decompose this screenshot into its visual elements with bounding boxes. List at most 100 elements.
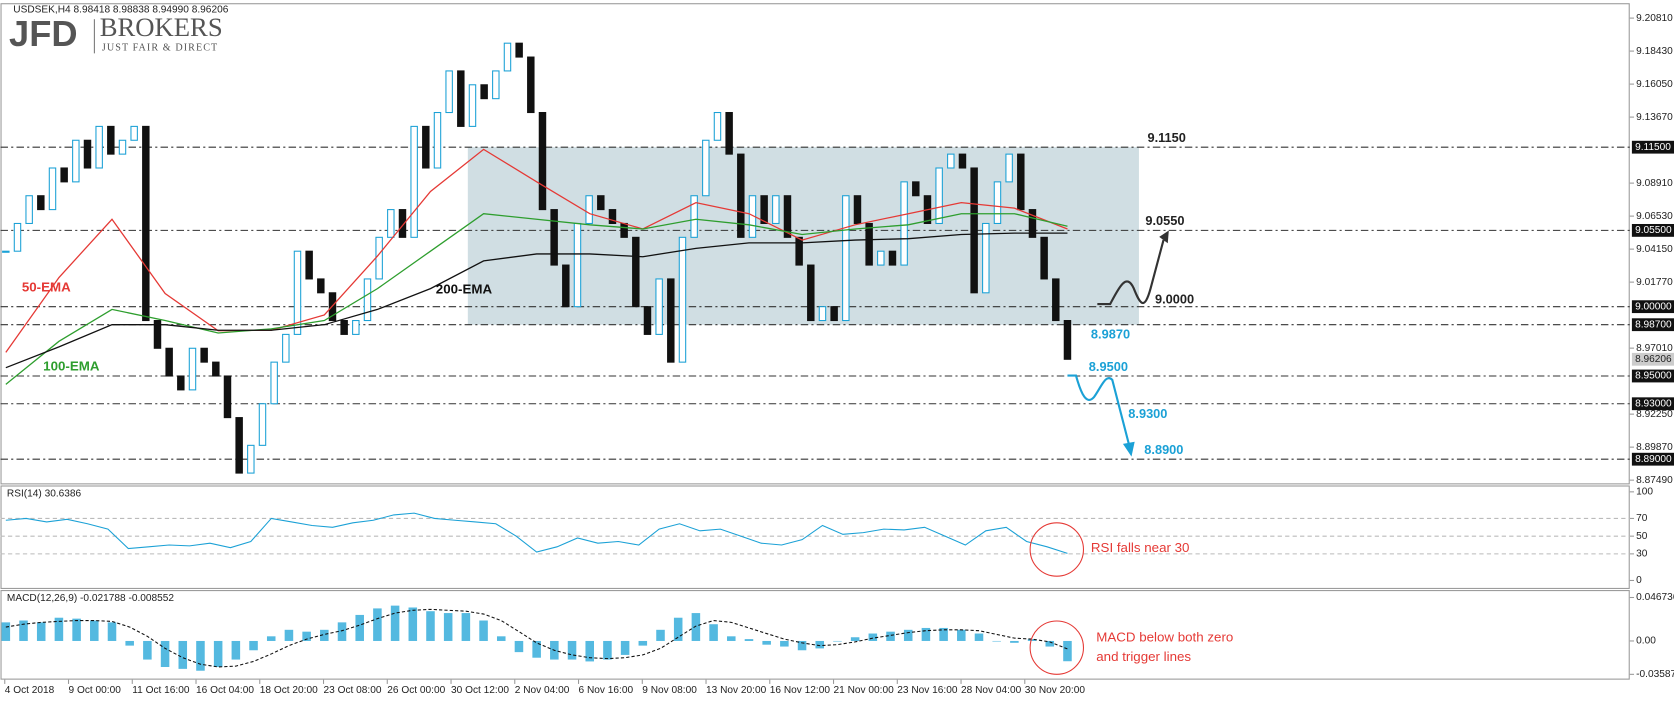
y-tick-label: 9.13670 bbox=[1636, 112, 1673, 123]
macd-bar bbox=[284, 629, 294, 641]
candle-body bbox=[165, 347, 173, 377]
macd-bar bbox=[727, 636, 736, 641]
logo-main: JFD bbox=[9, 13, 78, 54]
macd-bar bbox=[213, 640, 223, 668]
macd-bar bbox=[850, 637, 860, 641]
current-price-box bbox=[1631, 352, 1674, 366]
macd-bar bbox=[107, 622, 117, 641]
candle-body bbox=[702, 139, 710, 197]
macd-bar bbox=[160, 640, 170, 668]
candle-body bbox=[352, 320, 360, 335]
macd-bar bbox=[302, 631, 311, 641]
candle-body bbox=[1063, 320, 1072, 360]
candle-body bbox=[142, 125, 150, 322]
macd-bar bbox=[125, 640, 134, 646]
candle-body bbox=[620, 222, 628, 238]
macd-bar bbox=[762, 640, 771, 645]
candle-body bbox=[865, 222, 873, 266]
candle-body bbox=[1040, 236, 1048, 280]
candle-body bbox=[247, 444, 255, 474]
candle-body bbox=[107, 125, 115, 155]
marked-tick-label: 8.98700 bbox=[1635, 319, 1672, 330]
y-tick-label: 8.87490 bbox=[1636, 475, 1673, 486]
ema-label: 200-EMA bbox=[436, 282, 493, 297]
x-tick-label: 30 Oct 12:00 bbox=[451, 685, 509, 696]
plot-layer: 4 Oct 2018 9 Oct 00:00 11 Oct 16:00 16 Oct … bbox=[0, 13, 1674, 696]
macd-bar bbox=[178, 640, 188, 669]
y-tick-label: 0.00 bbox=[1636, 636, 1656, 647]
marked-tick-box bbox=[1631, 140, 1674, 154]
candle-body bbox=[573, 222, 582, 308]
level-label: 9.0000 bbox=[1155, 292, 1194, 307]
macd-bar bbox=[1045, 640, 1055, 647]
macd-bar bbox=[196, 640, 205, 671]
macd-bar bbox=[585, 640, 594, 662]
y-tick-label: 9.16050 bbox=[1636, 79, 1673, 90]
marked-tick-box bbox=[1631, 300, 1674, 314]
macd-bar bbox=[1027, 639, 1037, 641]
macd-bar bbox=[426, 611, 435, 641]
y-tick-label: -0.035872 bbox=[1636, 669, 1674, 680]
candle-body bbox=[713, 111, 722, 141]
y-tick-label: 8.92250 bbox=[1636, 409, 1673, 420]
x-tick-label: 13 Nov 20:00 bbox=[706, 685, 767, 696]
macd-bar bbox=[603, 640, 612, 660]
y-tick-label: 9.01770 bbox=[1636, 277, 1673, 288]
y-tick-label: 0.046736 bbox=[1636, 592, 1674, 603]
bear-scenario-arrow bbox=[1067, 374, 1131, 447]
candle-body bbox=[562, 264, 570, 308]
candle-body bbox=[95, 125, 103, 169]
candle-body bbox=[550, 209, 558, 266]
y-tick-label: 30 bbox=[1636, 549, 1648, 560]
macd-bar bbox=[19, 620, 28, 641]
candle-body bbox=[363, 278, 372, 322]
candle-body bbox=[223, 375, 232, 419]
x-tick-label: 28 Nov 04:00 bbox=[961, 685, 1022, 696]
macd-bar bbox=[939, 627, 948, 641]
macd-bar bbox=[797, 640, 807, 651]
macd-bar bbox=[90, 620, 99, 641]
level-label: 9.1150 bbox=[1147, 130, 1185, 145]
macd-bar bbox=[957, 629, 966, 641]
marked-tick-box bbox=[1631, 318, 1674, 332]
candle-body bbox=[982, 222, 990, 294]
candle-body bbox=[818, 306, 827, 322]
candle-body bbox=[387, 209, 395, 238]
candle-body bbox=[1005, 153, 1013, 183]
level-label: 8.9870 bbox=[1091, 327, 1130, 342]
candle-body bbox=[2, 250, 10, 253]
candle-body bbox=[527, 56, 535, 114]
marked-tick-label: 9.00000 bbox=[1635, 301, 1672, 312]
x-tick-label: 4 Oct 2018 bbox=[5, 685, 55, 696]
bull-scenario-arrow bbox=[1097, 239, 1165, 306]
ema-line bbox=[5, 213, 1068, 385]
macd-bar bbox=[72, 618, 81, 641]
logo-tagline: JUST FAIR & DIRECT bbox=[102, 42, 218, 53]
candle-body bbox=[830, 306, 838, 322]
macd-bar bbox=[461, 613, 471, 641]
macd-bar bbox=[443, 613, 453, 641]
candle-body bbox=[270, 361, 278, 405]
macd-bar bbox=[337, 622, 347, 641]
level-label: 8.9500 bbox=[1089, 359, 1128, 374]
candle-body bbox=[433, 111, 442, 169]
macd-bar bbox=[514, 640, 524, 653]
macd-bar bbox=[408, 607, 418, 641]
candle-body bbox=[492, 70, 500, 100]
macd-bar bbox=[974, 633, 984, 641]
candle-body bbox=[282, 333, 290, 363]
y-tick-label: 9.04150 bbox=[1636, 244, 1673, 255]
candle-body bbox=[970, 167, 978, 294]
macd-bar bbox=[567, 640, 577, 660]
macd-bar bbox=[373, 608, 382, 641]
candle-body bbox=[200, 347, 208, 363]
marked-tick-label: 8.95000 bbox=[1635, 371, 1672, 382]
x-tick-label: 26 Oct 00:00 bbox=[387, 685, 445, 696]
y-tick-label: 9.08910 bbox=[1636, 178, 1673, 189]
candle-body bbox=[410, 125, 418, 238]
macd-bar bbox=[496, 636, 506, 641]
macd-bar bbox=[54, 617, 64, 641]
candle-body bbox=[235, 417, 243, 474]
